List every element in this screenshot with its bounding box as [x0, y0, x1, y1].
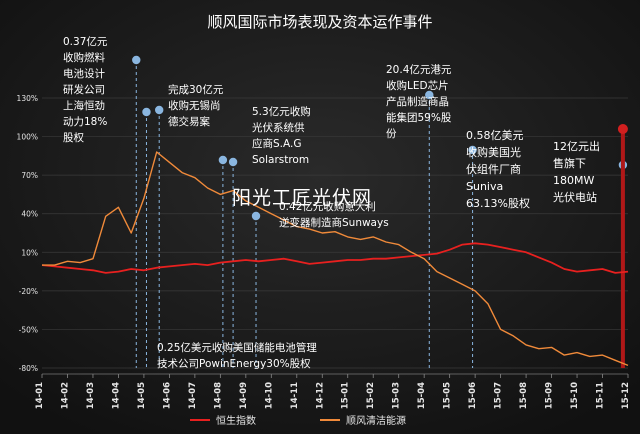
annotation-event-8: 0.58亿美元 收购美国光 伏组件厂商 Suniva 63.13%股权	[466, 129, 530, 210]
x-tick-label: 14-04	[111, 382, 121, 409]
y-tick-label: -20%	[19, 287, 38, 296]
event-dot	[468, 145, 477, 155]
event-dot-red	[617, 124, 628, 134]
event-dot	[228, 157, 238, 167]
x-tick-label: 14-05	[137, 382, 147, 409]
x-tick-label: 14-08	[213, 382, 223, 409]
x-axis: 14-01 14-02 14-03 14-04 14-05 14-06 14-07 14-08…	[35, 373, 631, 409]
x-tick-label: 14-06	[162, 382, 172, 409]
y-tick-label: -50%	[19, 325, 38, 334]
annotation-event-1: 0.37亿元 收购燃料 电池设计 研发公司 上海恒劲 动力18% 股权	[63, 36, 108, 144]
x-tick-label: 15-10	[570, 382, 580, 409]
y-tick-label: 10%	[21, 248, 38, 257]
y-tick-label: 40%	[21, 210, 38, 219]
event-dot	[155, 105, 164, 115]
annotation-event-6: 0.42亿元收购意大利 逆变器制造商Sunways	[279, 201, 389, 229]
chart-title: 顺风国际市场表现及资本运作事件	[207, 13, 432, 31]
x-tick-label: 15-08	[519, 382, 529, 409]
x-tick-label: 15-01	[341, 382, 351, 409]
x-tick-label: 14-07	[188, 382, 198, 409]
event-bar-red	[620, 130, 625, 368]
legend: 恒生指数 顺风清洁能源	[190, 414, 406, 427]
x-tick-label: 15-04	[417, 382, 427, 409]
event-dot	[425, 90, 434, 100]
x-tick-label: 15-06	[468, 382, 478, 409]
event-dot	[142, 107, 151, 117]
y-tick-label: 100%	[17, 133, 38, 142]
annotation-event-4: 5.3亿元收购 光伏系统供 应商S.A.G Solarstrom	[252, 106, 311, 166]
x-tick-label: 14-01	[35, 382, 45, 409]
annotation-event-7: 20.4亿元港元 收购LED芯片 产品制造商晶 能集团59%股 份	[386, 64, 452, 140]
x-tick-label: 14-12	[315, 382, 325, 409]
event-markers	[132, 55, 628, 368]
x-tick-label: 15-03	[392, 382, 402, 409]
event-dot	[251, 211, 261, 221]
x-tick-label: 14-02	[60, 382, 70, 409]
x-tick-label: 15-09	[545, 382, 555, 409]
annotation-event-3: 完成30亿元 收购无锡尚 德交易案	[168, 84, 224, 128]
series-line-hsi	[41, 242, 629, 274]
x-tick-label: 14-10	[264, 382, 274, 409]
watermark-text: 阳光工匠光伏网	[232, 187, 373, 209]
legend-label: 顺风清洁能源	[346, 414, 406, 427]
x-tick-label: 15-02	[366, 382, 376, 409]
x-tick-label: 15-05	[443, 382, 453, 409]
y-tick-label: 70%	[21, 171, 38, 180]
x-tick-label: 15-12	[621, 382, 631, 409]
series-lines	[41, 151, 629, 367]
grid	[42, 97, 628, 369]
x-tick-label: 14-11	[290, 382, 300, 409]
x-tick-label: 15-11	[596, 382, 606, 409]
x-tick-label: 14-09	[239, 382, 249, 409]
event-dot	[132, 55, 141, 65]
annotation-event-2: 0.25亿美元收购美国储能电池管理 技术公司PowinEnergy30%股权	[157, 342, 317, 370]
annotation-event-9: 12亿元出 售旗下 180MW 光伏电站	[553, 140, 600, 204]
x-tick-label: 15-07	[494, 382, 504, 409]
legend-label: 恒生指数	[216, 414, 256, 427]
x-tick-label: 14-03	[86, 382, 96, 409]
y-axis: 130% 100% 70% 40% 10% -20% -50% -80%	[17, 94, 38, 373]
y-tick-label: -80%	[19, 364, 38, 373]
series-line-shunfeng	[42, 151, 629, 367]
y-tick-label: 130%	[17, 94, 38, 103]
event-dot	[218, 155, 228, 165]
